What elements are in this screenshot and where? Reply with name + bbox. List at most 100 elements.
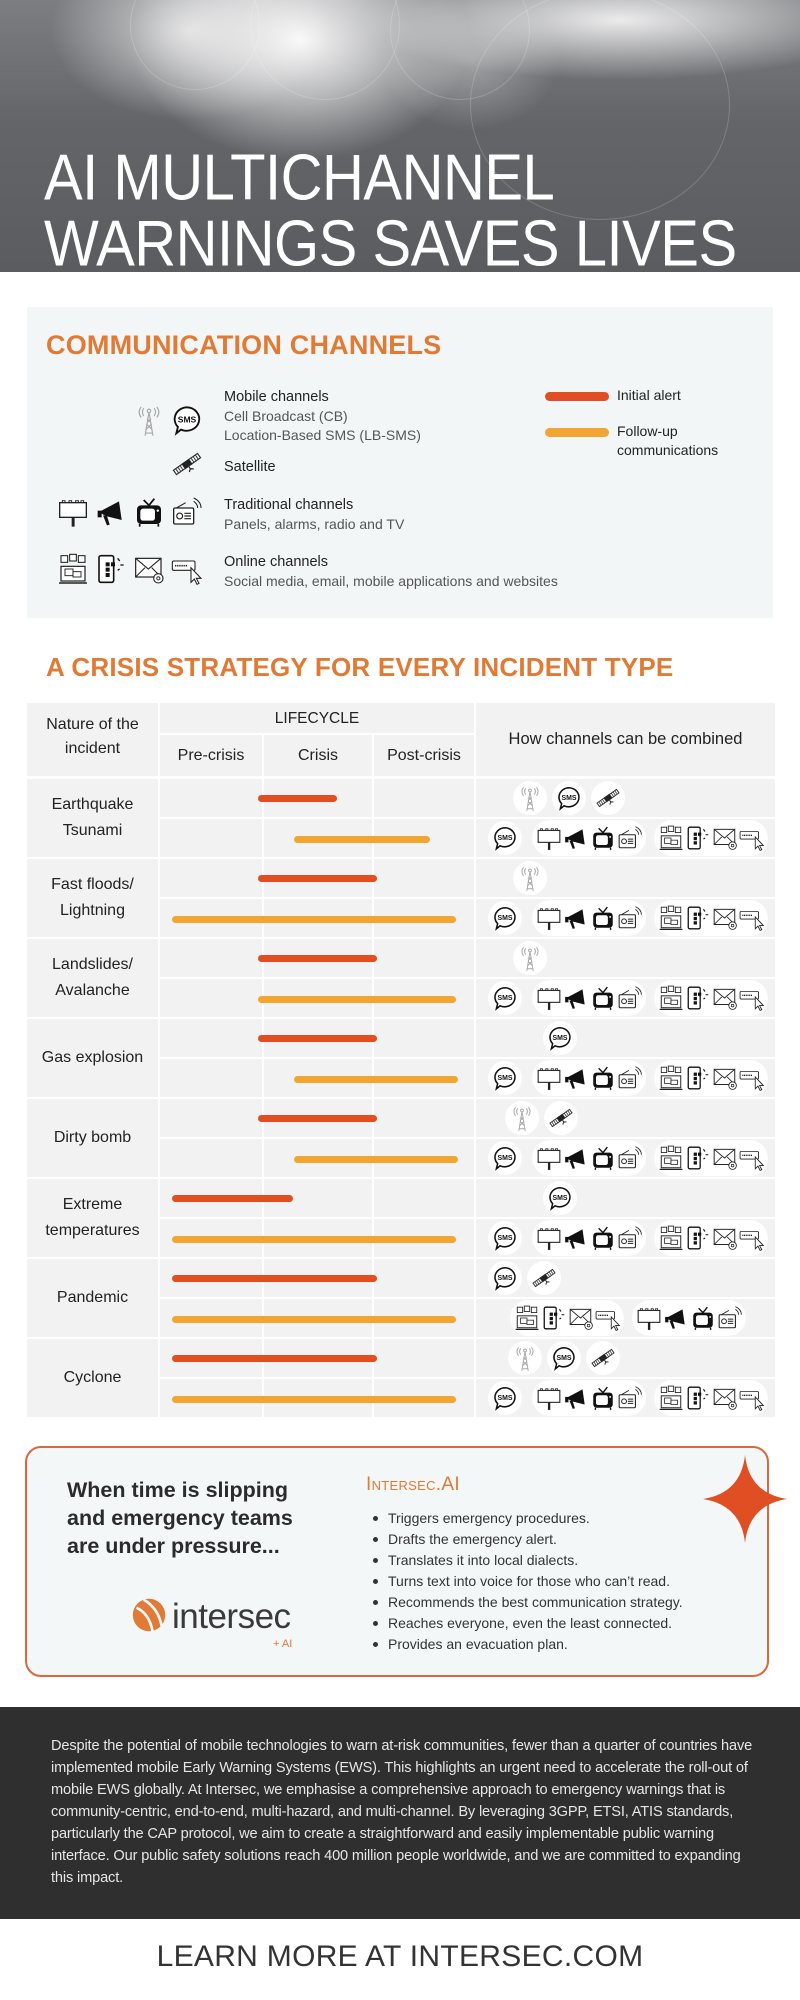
satellite-channel-chip: [586, 1341, 620, 1375]
sms-channel-chip: [488, 901, 522, 935]
channels-cell: [476, 1179, 775, 1217]
billboard-icon: [57, 495, 89, 529]
mobile-app-icon: [685, 1384, 711, 1412]
sms-icon: [492, 1064, 518, 1092]
ai-feature-item: Triggers emergency procedures.: [372, 1508, 683, 1529]
header-phase-post-crisis: Post-crisis: [374, 735, 474, 776]
online-channels-chip: [654, 980, 768, 1016]
sms-icon: [551, 1344, 577, 1372]
lifecycle-cell: [374, 1339, 474, 1377]
satellite-icon: [548, 1104, 574, 1132]
sms-channel-chip: [488, 1141, 522, 1175]
channel-title: Online channels: [224, 554, 328, 570]
lifecycle-cell: [160, 1139, 262, 1177]
satellite-icon: [590, 1344, 616, 1372]
satellite-icon: [171, 447, 203, 481]
traditional-channels-chip: [532, 1380, 646, 1416]
traditional-channels-chip: [532, 1220, 646, 1256]
megaphone-icon: [563, 1144, 589, 1172]
cell-broadcast-channel-chip: [508, 1341, 542, 1375]
channel-title: Traditional channels: [224, 497, 354, 513]
sms-channel-chip: [488, 1061, 522, 1095]
cell-tower-icon: [517, 784, 543, 812]
billboard-icon: [536, 1224, 562, 1252]
legend-label: Initial alert: [617, 387, 681, 403]
communication-channels-panel: COMMUNICATION CHANNELS Mobile channels Ce…: [27, 307, 773, 618]
tv-icon: [590, 984, 616, 1012]
sms-icon: [492, 1224, 518, 1252]
bokeh-decoration: [130, 0, 260, 90]
header-phase-pre-crisis: Pre-crisis: [160, 735, 262, 776]
hero-banner: AI MULTICHANNEL WARNINGS SAVES LIVES: [0, 0, 800, 280]
website-icon: [739, 1224, 765, 1252]
header-channels: How channels can be combined: [476, 703, 775, 776]
initial-alert-bar: [257, 955, 378, 962]
learn-more-link[interactable]: LEARN MORE AT INTERSEC.COM: [156, 1940, 644, 1973]
incident-cell: Earthquake Tsunami: [27, 779, 158, 857]
incident-cell: Gas explosion: [27, 1019, 158, 1097]
channel-description: Cell Broadcast (CB): [224, 408, 348, 424]
sms-icon: [492, 984, 518, 1012]
channel-icons: [171, 447, 203, 481]
initial-alert-bar: [172, 1355, 378, 1362]
sms-icon: [492, 904, 518, 932]
social-media-icon: [658, 904, 684, 932]
mobile-app-icon: [685, 1064, 711, 1092]
strategy-heading: A CRISIS STRATEGY FOR EVERY INCIDENT TYP…: [46, 652, 674, 682]
incident-strategy-table: Nature of the incident LIFECYCLE Pre-cri…: [27, 703, 775, 1423]
initial-alert-bar: [172, 1275, 378, 1282]
follow-up-bar: [172, 1316, 456, 1323]
initial-alert-bar: [172, 1195, 293, 1202]
satellite-channel-chip: [544, 1101, 578, 1135]
header-lifecycle-label: LIFECYCLE: [274, 710, 360, 727]
incident-name: Dirty bomb: [53, 1129, 132, 1146]
radio-icon: [617, 1224, 643, 1252]
online-channels-chip: [654, 820, 768, 856]
social-media-icon: [658, 1224, 684, 1252]
cell-tower-icon: [509, 1104, 535, 1132]
table-row: Extreme temperatures: [27, 1179, 775, 1257]
billboard-icon: [536, 824, 562, 852]
header-phase-crisis: Crisis: [264, 735, 372, 776]
traditional-channels-chip: [532, 1140, 646, 1176]
tv-icon: [590, 1224, 616, 1252]
satellite-channel-chip: [527, 1261, 561, 1295]
cell-broadcast-channel-chip: [513, 781, 547, 815]
radio-icon: [617, 1064, 643, 1092]
sms-icon: [547, 1024, 573, 1052]
section-heading: COMMUNICATION CHANNELS: [46, 330, 442, 360]
sms-channel-chip: [488, 1381, 522, 1415]
lifecycle-cell: [160, 859, 262, 897]
phase-label: Crisis: [298, 747, 338, 764]
traditional-channels-chip: [632, 1300, 746, 1336]
tv-icon: [590, 1144, 616, 1172]
ai-feature-item: Recommends the best communication strate…: [372, 1592, 683, 1613]
ai-feature-item: Turns text into voice for those who can’…: [372, 1571, 683, 1592]
sms-icon: [492, 1384, 518, 1412]
channel-icons: [133, 403, 203, 437]
ai-feature-item: Reaches everyone, even the least connect…: [372, 1613, 683, 1634]
email-icon: [712, 984, 738, 1012]
mobile-app-icon: [685, 904, 711, 932]
incident-name: Fast floods/ Lightning: [51, 876, 134, 919]
channels-cell: [476, 1019, 775, 1057]
radio-icon: [617, 984, 643, 1012]
mobile-app-icon: [685, 1224, 711, 1252]
sms-channel-chip: [552, 781, 586, 815]
sms-channel-chip: [488, 981, 522, 1015]
lifecycle-cell: [160, 779, 262, 817]
online-channels-chip: [654, 1220, 768, 1256]
social-media-icon: [57, 552, 89, 586]
cell-tower-icon: [133, 403, 165, 437]
mobile-app-icon: [685, 824, 711, 852]
website-icon: [595, 1304, 621, 1332]
social-media-icon: [658, 1064, 684, 1092]
lifecycle-cell: [160, 1099, 262, 1137]
mobile-app-icon: [541, 1304, 567, 1332]
cell-tower-icon: [517, 944, 543, 972]
incident-name: Landslides/ Avalanche: [52, 956, 133, 999]
bokeh-decoration: [250, 0, 400, 100]
sms-icon: [556, 784, 582, 812]
billboard-icon: [536, 1144, 562, 1172]
incident-name: Pandemic: [56, 1289, 129, 1306]
